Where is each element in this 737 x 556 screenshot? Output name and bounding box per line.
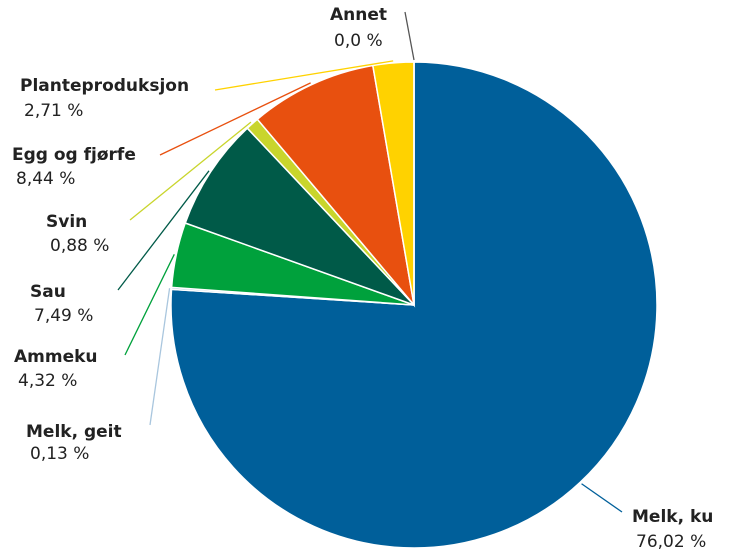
slice-name: Egg og fjørfe bbox=[12, 145, 136, 165]
leader-line bbox=[124, 254, 175, 356]
pie-slice bbox=[256, 64, 416, 308]
pie-slice bbox=[184, 127, 415, 306]
slice-value: 0,88 % bbox=[50, 236, 109, 256]
pie-slice bbox=[170, 61, 658, 549]
slice-name: Ammeku bbox=[14, 347, 98, 367]
slice-name: Melk, geit bbox=[26, 422, 122, 442]
leader-line bbox=[404, 11, 415, 61]
slice-value: 4,32 % bbox=[18, 371, 77, 391]
leader-line bbox=[214, 60, 394, 91]
slice-value: 7,49 % bbox=[34, 306, 93, 326]
slice-name: Svin bbox=[46, 212, 87, 232]
slice-value: 0,0 % bbox=[334, 31, 383, 51]
slice-value: 76,02 % bbox=[636, 532, 706, 552]
leader-line bbox=[117, 170, 210, 291]
slice-name: Planteproduksjon bbox=[20, 76, 189, 96]
leader-line bbox=[581, 483, 623, 513]
leader-line bbox=[149, 288, 171, 426]
slice-name: Sau bbox=[30, 282, 66, 302]
slice-name: Melk, ku bbox=[632, 507, 713, 527]
slice-name: Annet bbox=[330, 5, 387, 25]
slice-value: 8,44 % bbox=[16, 169, 75, 189]
leader-line bbox=[129, 121, 252, 221]
slice-value: 0,13 % bbox=[30, 444, 89, 464]
slice-value: 2,71 % bbox=[24, 101, 83, 121]
leader-line bbox=[159, 82, 311, 156]
